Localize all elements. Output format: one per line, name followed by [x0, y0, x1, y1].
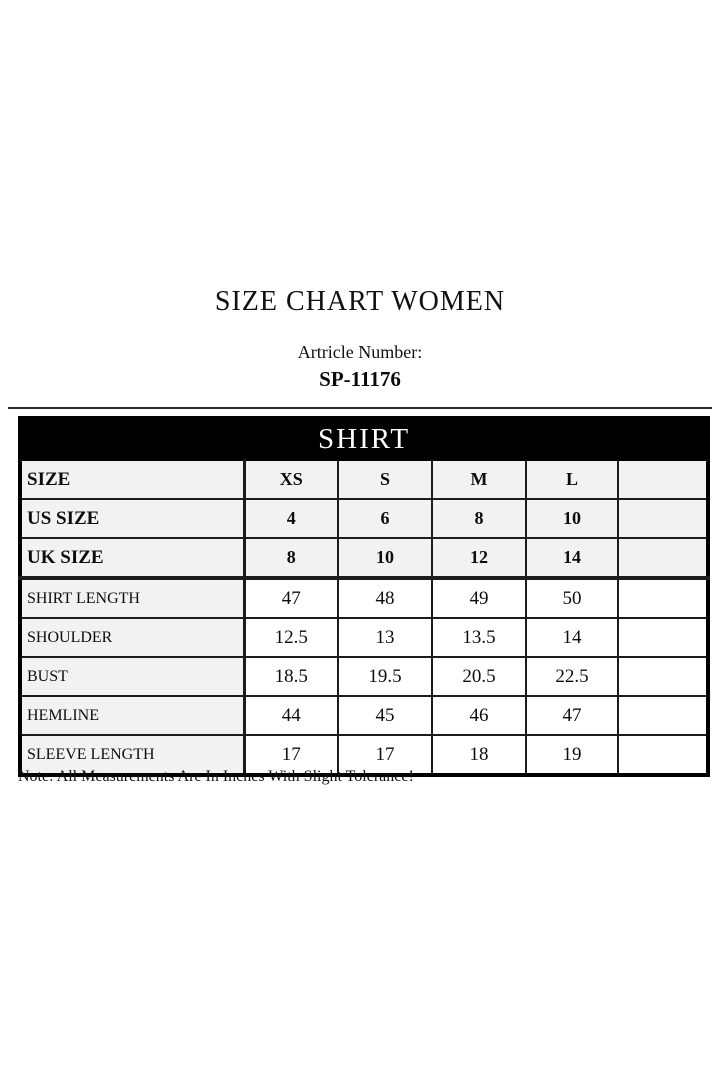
empty-cell — [616, 734, 710, 776]
value-cell: 18 — [431, 734, 527, 776]
empty-cell — [616, 656, 710, 697]
empty-cell — [616, 537, 710, 580]
value-cell: 10 — [337, 537, 433, 580]
measurement-note: Note: All Measurements Are In Inches Wit… — [18, 768, 414, 785]
table-row-size: SIZE XS S M L — [19, 459, 710, 500]
value-cell: 12.5 — [243, 617, 339, 658]
value-cell: M — [431, 459, 527, 500]
value-cell: XS — [243, 459, 339, 500]
empty-cell — [616, 695, 710, 736]
table-row-shirt-length: SHIRT LENGTH 47 48 49 50 — [19, 577, 710, 619]
value-cell: 20.5 — [431, 656, 527, 697]
value-cell: 47 — [243, 577, 339, 619]
table-row-bust: BUST 18.5 19.5 20.5 22.5 — [19, 656, 710, 697]
size-chart-table: SHIRT SIZE XS S M L US SIZE 4 6 8 10 UK … — [18, 416, 711, 777]
table-row-uk-size: UK SIZE 8 10 12 14 — [19, 537, 710, 580]
value-cell: 50 — [525, 577, 619, 619]
row-label-cell: UK SIZE — [19, 537, 246, 580]
row-label-cell: BUST — [19, 656, 246, 697]
value-cell: S — [337, 459, 433, 500]
table-row-hemline: HEMLINE 44 45 46 47 — [19, 695, 710, 736]
value-cell: 6 — [337, 498, 433, 539]
value-cell: 22.5 — [525, 656, 619, 697]
table-row-us-size: US SIZE 4 6 8 10 — [19, 498, 710, 539]
horizontal-rule — [8, 407, 712, 409]
page-title: SIZE CHART WOMEN — [214, 286, 506, 317]
value-cell: L — [525, 459, 619, 500]
value-cell: 48 — [337, 577, 433, 619]
value-cell: 8 — [431, 498, 527, 539]
table-header-row: SHIRT — [18, 417, 710, 461]
value-cell: 17 — [337, 734, 433, 776]
row-label-cell: HEMLINE — [19, 695, 246, 736]
table-title: SHIRT — [18, 417, 710, 461]
value-cell: 49 — [431, 577, 527, 619]
value-cell: 13.5 — [431, 617, 527, 658]
value-cell: 45 — [337, 695, 433, 736]
article-number-value: SP-11176 — [319, 367, 401, 391]
value-cell: 4 — [243, 498, 339, 539]
value-cell: 44 — [243, 695, 339, 736]
value-cell: 18.5 — [243, 656, 339, 697]
article-number-label: Artricle Number: — [297, 342, 423, 362]
row-label-cell: SLEEVE LENGTH — [19, 734, 246, 776]
value-cell: 19 — [525, 734, 619, 776]
row-label-cell: SHIRT LENGTH — [19, 577, 246, 619]
row-label-cell: SIZE — [19, 459, 246, 500]
row-label-cell: SHOULDER — [19, 617, 246, 658]
value-cell: 14 — [525, 617, 619, 658]
empty-cell — [616, 498, 710, 539]
value-cell: 47 — [525, 695, 619, 736]
value-cell: 8 — [243, 537, 339, 580]
value-cell: 13 — [337, 617, 433, 658]
value-cell: 17 — [243, 734, 339, 776]
empty-cell — [616, 577, 710, 619]
value-cell: 14 — [525, 537, 619, 580]
value-cell: 10 — [525, 498, 619, 539]
table-row-sleeve-length: SLEEVE LENGTH 17 17 18 19 — [19, 734, 710, 776]
empty-cell — [616, 617, 710, 658]
value-cell: 19.5 — [337, 656, 433, 697]
empty-cell — [616, 459, 710, 500]
row-label-cell: US SIZE — [19, 498, 246, 539]
table-row-shoulder: SHOULDER 12.5 13 13.5 14 — [19, 617, 710, 658]
value-cell: 46 — [431, 695, 527, 736]
value-cell: 12 — [431, 537, 527, 580]
